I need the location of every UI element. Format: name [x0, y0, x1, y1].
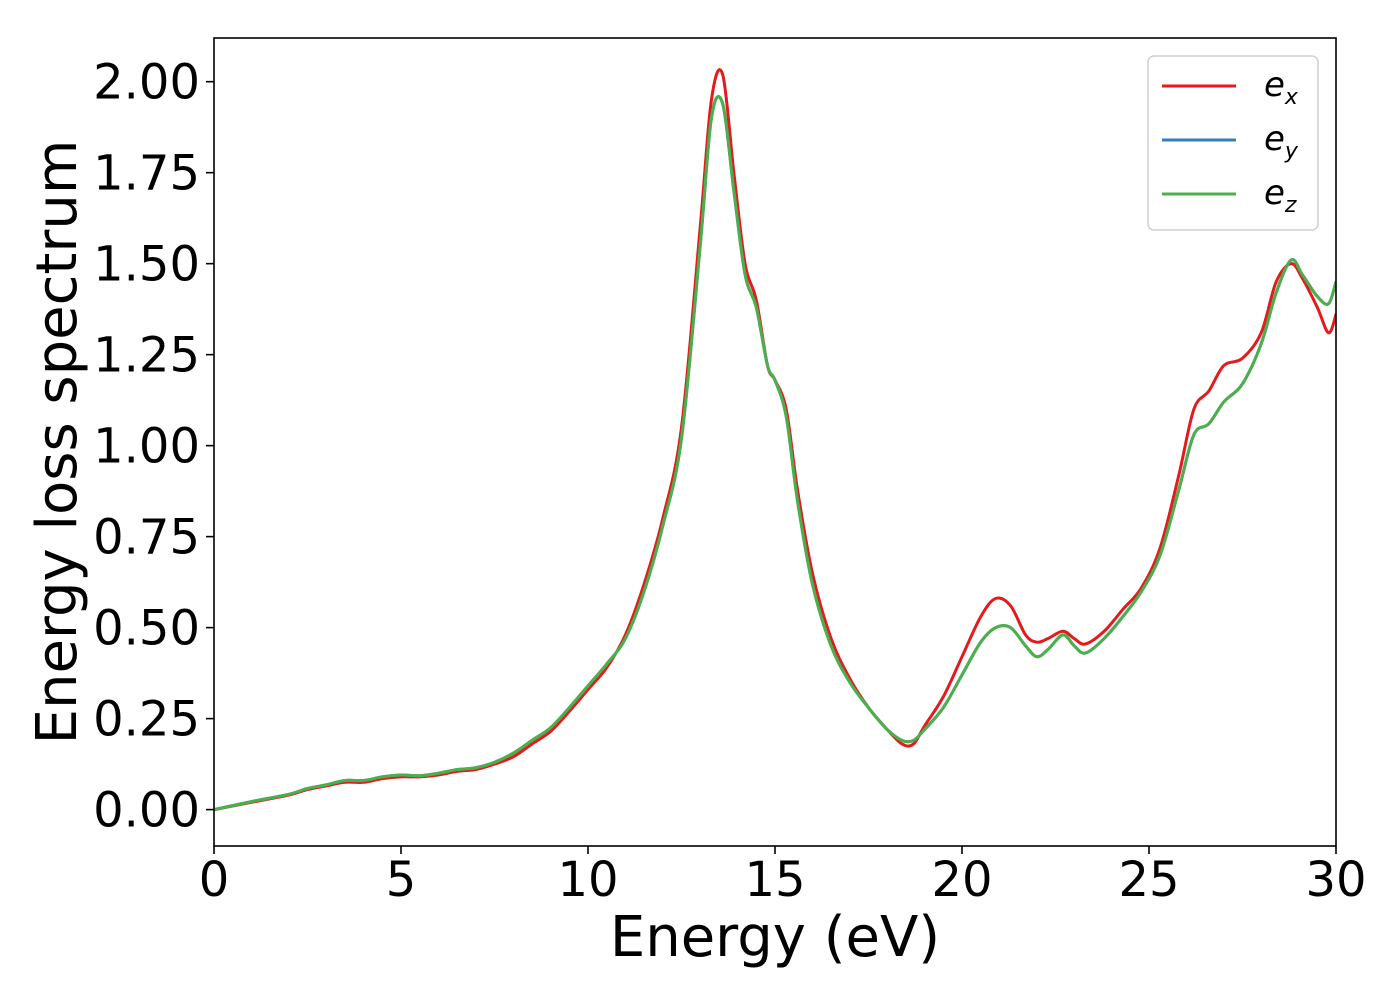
- legend-label-e-x: ex: [1264, 65, 1299, 110]
- x-tick-label: 20: [931, 852, 992, 908]
- series-line-e-x: [214, 68, 1336, 812]
- x-axis-ticks: 0 5 10 15 20 25 30: [199, 846, 1367, 908]
- y-tick-label: 1.00: [93, 419, 200, 475]
- x-tick-label: 0: [199, 852, 230, 908]
- y-axis-ticks: 0.00 0.25 0.50 0.75 1.00 1.25 1.50 1.75 2.00: [93, 55, 214, 839]
- x-tick-label: 25: [1118, 852, 1179, 908]
- y-tick-label: 1.50: [93, 237, 200, 293]
- legend-label-e-y: ey: [1264, 119, 1299, 164]
- x-axis-label: Energy (eV): [610, 905, 940, 970]
- y-tick-label: 1.75: [93, 146, 200, 202]
- legend-label-e-z: ez: [1264, 173, 1297, 218]
- series-line-e-z: [214, 95, 1336, 812]
- legend: ex ey ez: [1147, 55, 1319, 231]
- x-tick-label: 30: [1305, 852, 1366, 908]
- x-tick-label: 15: [744, 852, 805, 908]
- y-tick-label: 0.25: [93, 692, 200, 748]
- x-tick-label: 5: [386, 852, 417, 908]
- y-tick-label: 1.25: [93, 328, 200, 384]
- y-tick-label: 0.50: [93, 601, 200, 657]
- legend-box: [1147, 55, 1319, 231]
- y-tick-label: 0.75: [93, 510, 200, 566]
- y-axis-label: Energy loss spectrum: [25, 140, 90, 745]
- y-tick-label: 0.00: [93, 783, 200, 839]
- y-tick-label: 2.00: [93, 55, 200, 111]
- x-tick-label: 10: [557, 852, 618, 908]
- series-layer: [214, 68, 1336, 812]
